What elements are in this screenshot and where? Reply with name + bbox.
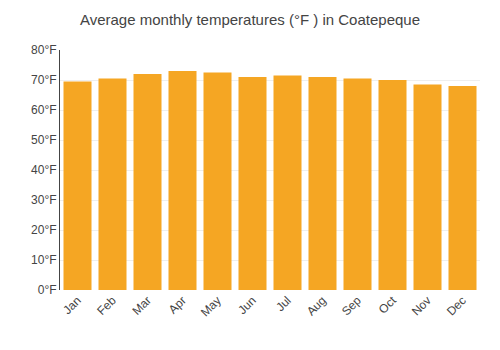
svg-text:Mar: Mar [129, 293, 154, 318]
svg-text:60°F: 60°F [31, 103, 56, 117]
svg-text:40°F: 40°F [31, 163, 56, 177]
svg-text:Aug: Aug [304, 293, 329, 318]
svg-text:Dec: Dec [444, 293, 469, 318]
svg-text:0°F: 0°F [38, 283, 57, 297]
svg-text:Feb: Feb [94, 293, 119, 318]
svg-text:10°F: 10°F [31, 253, 56, 267]
svg-text:Oct: Oct [376, 293, 400, 317]
svg-text:Sep: Sep [339, 293, 364, 318]
svg-text:May: May [198, 293, 224, 319]
svg-text:50°F: 50°F [31, 133, 56, 147]
svg-text:20°F: 20°F [31, 223, 56, 237]
svg-text:Nov: Nov [409, 293, 434, 318]
svg-text:80°F: 80°F [31, 43, 56, 57]
svg-text:Jan: Jan [60, 293, 84, 317]
svg-text:Jul: Jul [273, 293, 294, 314]
svg-text:Apr: Apr [166, 293, 189, 316]
svg-text:30°F: 30°F [31, 193, 56, 207]
svg-text:70°F: 70°F [31, 73, 56, 87]
svg-text:Jun: Jun [235, 293, 259, 317]
svg-text:Average monthly temperatures (: Average monthly temperatures (°F ) in Co… [80, 11, 420, 28]
